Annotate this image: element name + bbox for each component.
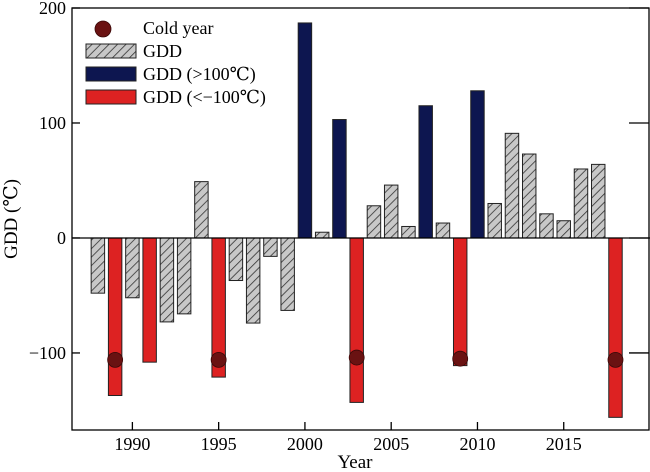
legend-swatch-high [85, 66, 137, 82]
bar-1999 [280, 237, 295, 311]
legend-swatch-cold-year [94, 20, 112, 38]
x-tick-label: 1990 [114, 434, 150, 454]
x-axis-title: Year [337, 452, 373, 472]
plot-frame [71, 7, 650, 431]
x-tick-label: 2010 [459, 434, 495, 454]
x-tick-label: 2000 [287, 434, 323, 454]
legend-label-high: GDD (>100℃) [143, 64, 256, 85]
bar-2005 [383, 184, 399, 239]
bar-2014 [539, 213, 554, 239]
bar-1991 [142, 237, 157, 363]
bar-2000 [297, 22, 313, 239]
bar-1997 [245, 237, 261, 324]
y-axis-title: GDD (℃) [1, 179, 22, 259]
bar-2009 [452, 237, 468, 367]
bar-2004 [366, 205, 382, 239]
cold-year-marker-1989 [107, 351, 124, 368]
y-tick-label: 100 [39, 113, 66, 133]
legend-label-low: GDD (<−100℃) [143, 87, 266, 108]
cold-year-marker-2018 [607, 351, 624, 368]
bar-1993 [176, 237, 192, 315]
bar-2006 [401, 225, 416, 239]
bar-1998 [263, 237, 278, 257]
cold-year-marker-2003 [348, 349, 365, 366]
bar-2015 [556, 220, 571, 239]
cold-year-marker-1995 [210, 351, 227, 368]
y-tick-label: 200 [39, 0, 66, 18]
bar-1989 [107, 237, 123, 397]
bar-1992 [159, 237, 175, 323]
bar-2007 [418, 105, 433, 239]
bar-1994 [194, 181, 209, 239]
bar-2001 [314, 231, 330, 239]
x-tick-label: 1995 [201, 434, 237, 454]
bar-2002 [332, 119, 347, 239]
bar-2016 [573, 168, 589, 239]
bar-2010 [470, 90, 485, 239]
legend-label-gdd: GDD [143, 41, 182, 61]
bar-2003 [349, 237, 364, 403]
x-tick-label: 2015 [546, 434, 582, 454]
bar-2018 [608, 237, 623, 418]
bar-1988 [90, 237, 106, 294]
cold-year-marker-2009 [452, 350, 469, 367]
bar-2012 [504, 132, 520, 239]
bar-2008 [435, 222, 451, 239]
cold-year-markers [107, 349, 624, 368]
legend-swatch-gdd [85, 43, 137, 59]
legend-label-cold: Cold year [143, 18, 213, 38]
y-tick-label: −100 [29, 343, 66, 363]
bar-1990 [125, 237, 140, 299]
y-tick-label: 0 [57, 228, 66, 248]
legend: Cold year GDD GDD (>100℃)GDD (<−100℃) [85, 18, 266, 108]
bar-2011 [487, 202, 502, 239]
legend-swatch-low [85, 89, 137, 105]
bar-2013 [521, 153, 537, 239]
bar-1996 [228, 237, 244, 282]
bar-2017 [591, 163, 606, 239]
x-tick-label: 2005 [373, 434, 409, 454]
